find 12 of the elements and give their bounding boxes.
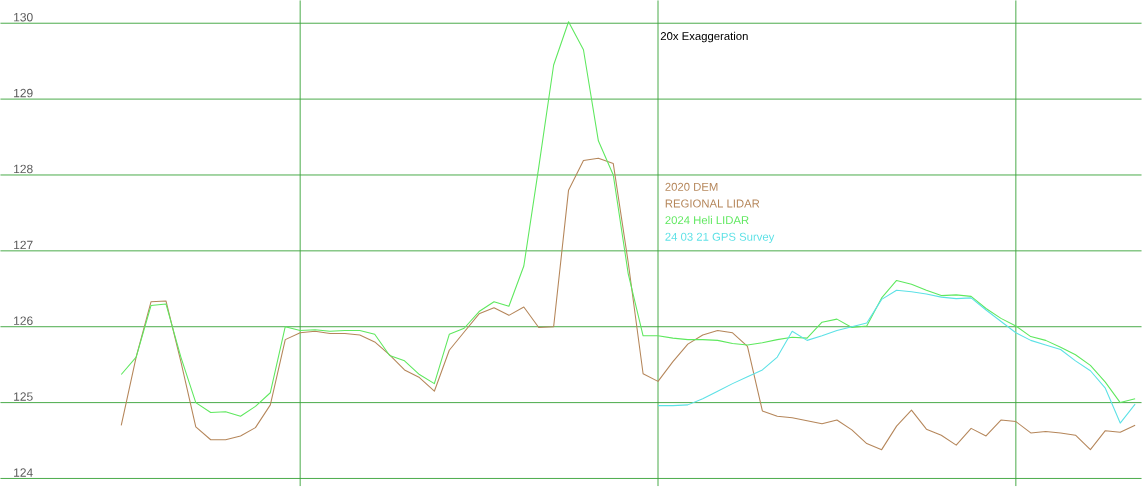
annotation: 20x Exaggeration xyxy=(660,31,748,43)
text: 2020 DEM xyxy=(665,182,718,191)
y-tick-label: 125 xyxy=(14,392,33,401)
annotation: REGIONAL LIDAR xyxy=(665,199,760,208)
text: 24 03 21 GPS Survey xyxy=(665,232,775,243)
y-tick-label: 130 xyxy=(14,12,33,22)
y-tick-label: 128 xyxy=(14,164,33,174)
text: 2024 Heli LIDAR xyxy=(665,215,749,225)
y-tick-label: 124 xyxy=(14,468,33,477)
y-tick-label: 127 xyxy=(14,240,33,249)
y-tick-label: 126 xyxy=(14,316,33,325)
y-tick-label: 129 xyxy=(14,88,33,98)
